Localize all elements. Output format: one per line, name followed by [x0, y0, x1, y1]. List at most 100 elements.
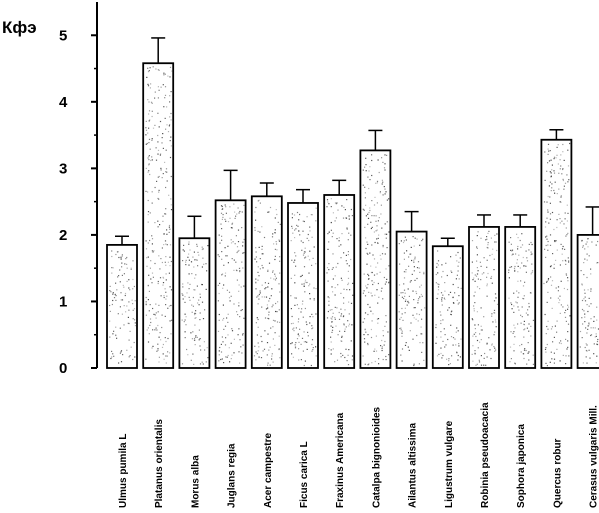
bar-texture-dot: [549, 218, 551, 220]
bar-texture-dot: [231, 227, 233, 229]
bar-texture-dot: [166, 171, 168, 173]
bar-texture-dot: [371, 154, 373, 156]
bar-texture-dot: [516, 290, 518, 292]
bar-texture-dot: [491, 313, 493, 315]
bar-texture-dot: [347, 283, 349, 286]
bar-texture-dot: [510, 249, 512, 251]
bar-texture-dot: [145, 134, 147, 136]
bar-texture-dot: [583, 289, 586, 291]
bar-texture-dot: [201, 361, 203, 363]
bar-texture-dot: [496, 249, 498, 252]
bar-texture-dot: [340, 292, 342, 294]
bar-texture-dot: [376, 225, 378, 227]
bar-texture-dot: [121, 262, 123, 264]
bar-texture-dot: [158, 69, 160, 71]
bar-texture-dot: [579, 330, 582, 333]
bar-texture-dot: [479, 288, 481, 290]
bar-texture-dot: [243, 285, 245, 287]
bar-texture-dot: [523, 324, 525, 326]
bar-texture-dot: [545, 351, 547, 353]
bar-texture-dot: [159, 224, 161, 226]
bar-texture-dot: [145, 248, 148, 250]
bar-texture-dot: [479, 333, 481, 335]
bar-texture-dot: [494, 312, 496, 314]
bar-texture-dot: [493, 334, 495, 336]
bar-texture-dot: [378, 171, 380, 174]
bar-texture-dot: [519, 267, 521, 269]
bar-texture-dot: [164, 94, 167, 96]
bar-texture-dot: [546, 301, 548, 303]
bar-texture-dot: [328, 230, 330, 233]
bar-texture-dot: [589, 357, 591, 359]
bar-texture-dot: [471, 240, 474, 242]
bar-texture-dot: [388, 282, 390, 284]
bar-texture-dot: [475, 335, 477, 338]
bar: [142, 62, 175, 369]
bar-texture-dot: [371, 280, 373, 282]
bar-texture-dot: [132, 303, 134, 305]
bar-texture-dot: [266, 354, 268, 356]
bar-texture-dot: [302, 220, 304, 222]
bar-texture-dot: [328, 348, 330, 350]
bar-texture-dot: [345, 348, 347, 350]
bar-texture-dot: [411, 273, 413, 275]
bar-texture-dot: [364, 329, 366, 331]
bar-texture-dot: [509, 346, 512, 348]
bar-texture-dot: [224, 325, 227, 327]
bar-texture-dot: [422, 342, 424, 344]
bar-texture-dot: [400, 327, 402, 329]
bar-texture-dot: [301, 337, 304, 339]
bar-texture-dot: [413, 266, 415, 268]
bar-texture-dot: [450, 324, 452, 326]
bar-texture-dot: [331, 309, 333, 311]
bar-texture-dot: [525, 271, 527, 273]
bar-texture-dot: [235, 261, 237, 263]
bar-texture-dot: [119, 327, 121, 329]
bar-texture-dot: [332, 312, 334, 314]
bar-texture-dot: [294, 347, 297, 349]
bar-texture-dot: [117, 313, 119, 315]
bar-texture-dot: [337, 334, 339, 336]
bar-texture-dot: [132, 318, 134, 320]
bar-texture-dot: [559, 264, 561, 266]
bar-texture-dot: [261, 264, 263, 267]
bar-texture-dot: [257, 271, 259, 273]
bar-texture-dot: [292, 356, 294, 358]
bar-texture-dot: [424, 307, 426, 309]
bar-texture-dot: [485, 239, 487, 241]
bar-texture-dot: [546, 217, 548, 219]
bar-texture-dot: [559, 299, 561, 301]
bar-texture-dot: [560, 304, 562, 306]
bar-texture-dot: [583, 310, 585, 312]
bar-texture-dot: [161, 346, 164, 348]
bar-texture-dot: [418, 267, 420, 269]
bar-texture-dot: [145, 143, 147, 145]
bar-texture-dot: [157, 311, 159, 313]
bar-texture-dot: [279, 321, 281, 323]
bar-texture-dot: [530, 251, 532, 253]
bar-texture-dot: [348, 215, 350, 217]
bar-texture-dot: [553, 336, 555, 338]
bar-texture-dot: [147, 256, 149, 258]
bar-texture-dot: [543, 201, 546, 203]
bar-texture-dot: [148, 290, 150, 292]
bar-texture-dot: [169, 320, 171, 322]
bar-texture-dot: [151, 235, 153, 237]
bar-texture-dot: [417, 261, 420, 263]
bar-texture-dot: [346, 263, 348, 265]
bar-texture-dot: [519, 345, 521, 347]
bar-texture-dot: [557, 297, 559, 299]
bar-texture-dot: [413, 261, 415, 263]
bar-texture-dot: [546, 201, 548, 203]
bar-texture-dot: [237, 334, 239, 336]
bar-texture-dot: [218, 292, 220, 295]
bar-texture-dot: [259, 268, 261, 270]
bar-texture-dot: [162, 276, 164, 278]
bar-texture-dot: [241, 309, 243, 311]
bar-texture-dot: [362, 169, 364, 171]
bar-texture-dot: [117, 276, 119, 278]
bar-texture-dot: [129, 289, 131, 291]
bar-texture-dot: [162, 215, 164, 217]
bar-texture-dot: [569, 142, 571, 145]
bar-texture-dot: [586, 332, 588, 334]
